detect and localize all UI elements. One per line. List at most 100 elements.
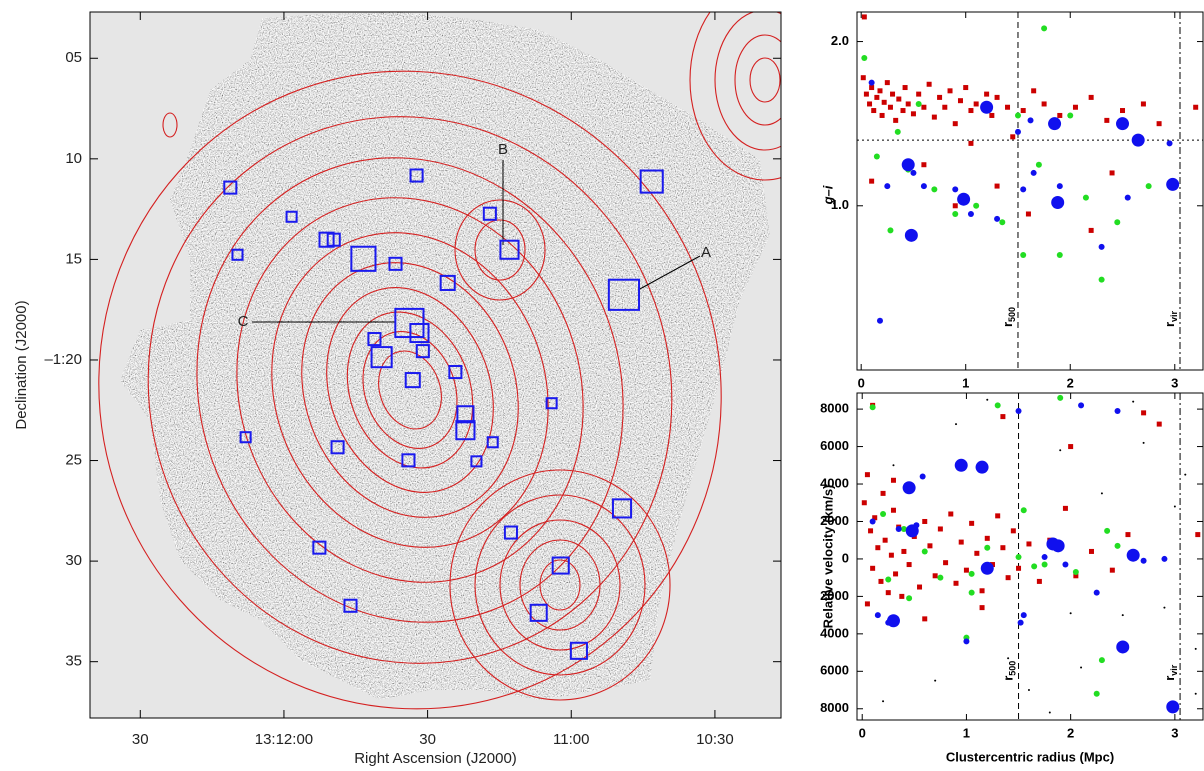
point [931,114,937,120]
galaxy-box [326,232,341,247]
point [1156,121,1162,127]
point [1000,545,1006,551]
point [934,679,937,682]
point [880,510,887,517]
point [968,108,974,114]
point [1062,505,1068,511]
galaxy-box [318,231,335,248]
galaxy-box [223,180,238,195]
point [1069,612,1072,615]
point [955,423,958,426]
point [1098,243,1105,250]
point [890,91,896,97]
x-tick-label: 3 [1171,375,1178,390]
point [920,183,927,190]
point [1000,414,1006,420]
point [1104,527,1111,534]
galaxy-box [401,453,416,468]
x-tick-label: 1 [963,725,970,740]
point [900,525,907,532]
point [1015,407,1022,414]
point [879,112,885,118]
point [875,545,881,551]
galaxy-box [448,365,463,380]
point [922,518,928,524]
point [868,528,874,534]
point [1109,567,1115,573]
point [1088,94,1094,100]
y-tick-label: 8000 [820,700,849,715]
point [872,515,878,521]
galaxy-box [388,256,403,271]
y-tick-label: 6000 [820,663,849,678]
point [1048,117,1062,131]
point [1126,548,1140,562]
galaxy-box [231,248,244,261]
point [953,580,959,586]
galaxy-box [639,169,664,194]
point [1010,134,1016,140]
point [947,88,953,94]
point [952,210,959,217]
point [1194,647,1197,650]
point [1056,183,1063,190]
galaxy-box [551,556,570,575]
reference-label: r500 [1001,661,1018,681]
point [980,100,994,114]
point [905,101,911,107]
point [1131,133,1145,147]
galaxy-box [439,274,456,291]
map-frame [89,11,782,719]
point [968,570,975,577]
galaxy-box [456,405,475,424]
point [1098,657,1105,664]
point [869,518,876,525]
point [1161,555,1168,562]
annotation: B [498,141,508,158]
point [973,202,980,209]
x-tick-label: 2 [1067,725,1074,740]
annotation: A [701,244,711,261]
point [910,169,917,176]
point [890,507,896,513]
point [1109,170,1115,176]
point [1116,117,1130,131]
reference-label: r500 [1000,307,1017,327]
x-tick-label: 13:12:00 [255,731,313,748]
point [1062,561,1069,568]
point [1020,507,1027,514]
point [1195,532,1201,538]
y-tick-label: 10 [65,150,82,167]
galaxy-box [409,322,430,344]
point [1020,186,1027,193]
point [886,614,900,628]
galaxy-box [607,278,641,311]
point [1031,563,1038,570]
point [999,219,1006,226]
x-axis-title: Right Ascension (J2000) [354,750,517,767]
galaxy-box [285,210,298,223]
point [937,574,944,581]
galaxy-box [486,436,499,449]
point [1005,575,1011,581]
point [974,550,980,556]
point [876,317,883,324]
galaxy-box [409,168,424,183]
point [979,588,985,594]
point [1194,692,1197,695]
annotation-lines [252,160,701,323]
reference-label: rvir [1163,664,1180,681]
point [902,481,916,495]
point [952,121,958,127]
point [1114,542,1121,549]
galaxy-box [482,206,497,221]
point [980,561,994,575]
x-tick-label: 0 [858,375,865,390]
y-tick-label: 25 [65,452,82,469]
point [963,85,969,91]
point [942,104,948,110]
point [1080,666,1083,669]
point [917,584,923,590]
point [954,458,968,472]
